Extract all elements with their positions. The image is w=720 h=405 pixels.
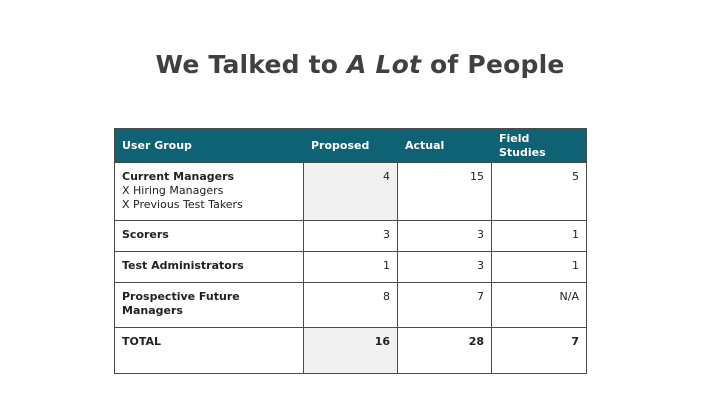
cell-total-proposed: 16	[303, 327, 398, 374]
cell-proposed: 3	[303, 220, 398, 252]
table-total-row: TOTAL 16 28 7	[114, 327, 587, 374]
cell-user-group: Prospective Future Managers	[114, 282, 304, 328]
group-sub-item: X Hiring Managers	[122, 184, 224, 197]
cell-user-group: Current Managers X Hiring Managers X Pre…	[114, 162, 304, 221]
cell-field-studies: 1	[491, 251, 587, 283]
header-proposed: Proposed	[303, 128, 398, 163]
cell-total-actual: 28	[397, 327, 492, 374]
user-group-table: User Group Proposed Actual Field Studies…	[114, 128, 587, 374]
cell-total-field-studies: 7	[491, 327, 587, 374]
cell-proposed: 4	[303, 162, 398, 221]
table-row: Test Administrators 1 3 1	[114, 251, 587, 283]
cell-proposed: 8	[303, 282, 398, 328]
cell-actual: 7	[397, 282, 492, 328]
cell-field-studies: N/A	[491, 282, 587, 328]
cell-user-group: Scorers	[114, 220, 304, 252]
table-header-row: User Group Proposed Actual Field Studies	[114, 128, 587, 163]
title-emphasis: A Lot	[347, 50, 422, 79]
group-name: Current Managers	[122, 170, 235, 183]
cell-total-label: TOTAL	[114, 327, 304, 374]
group-sub-item: X Previous Test Takers	[122, 198, 243, 211]
table-row: Scorers 3 3 1	[114, 220, 587, 252]
header-actual: Actual	[397, 128, 492, 163]
title-part-2: of People	[421, 50, 565, 79]
cell-actual: 3	[397, 220, 492, 252]
cell-actual: 3	[397, 251, 492, 283]
cell-user-group: Test Administrators	[114, 251, 304, 283]
header-field-studies: Field Studies	[491, 128, 587, 163]
table-row: Current Managers X Hiring Managers X Pre…	[114, 162, 587, 221]
cell-proposed: 1	[303, 251, 398, 283]
cell-field-studies: 1	[491, 220, 587, 252]
cell-actual: 15	[397, 162, 492, 221]
slide-title: We Talked to A Lot of People	[0, 50, 720, 79]
cell-field-studies: 5	[491, 162, 587, 221]
title-part-1: We Talked to	[155, 50, 348, 79]
table-row: Prospective Future Managers 8 7 N/A	[114, 282, 587, 328]
header-user-group: User Group	[114, 128, 304, 163]
